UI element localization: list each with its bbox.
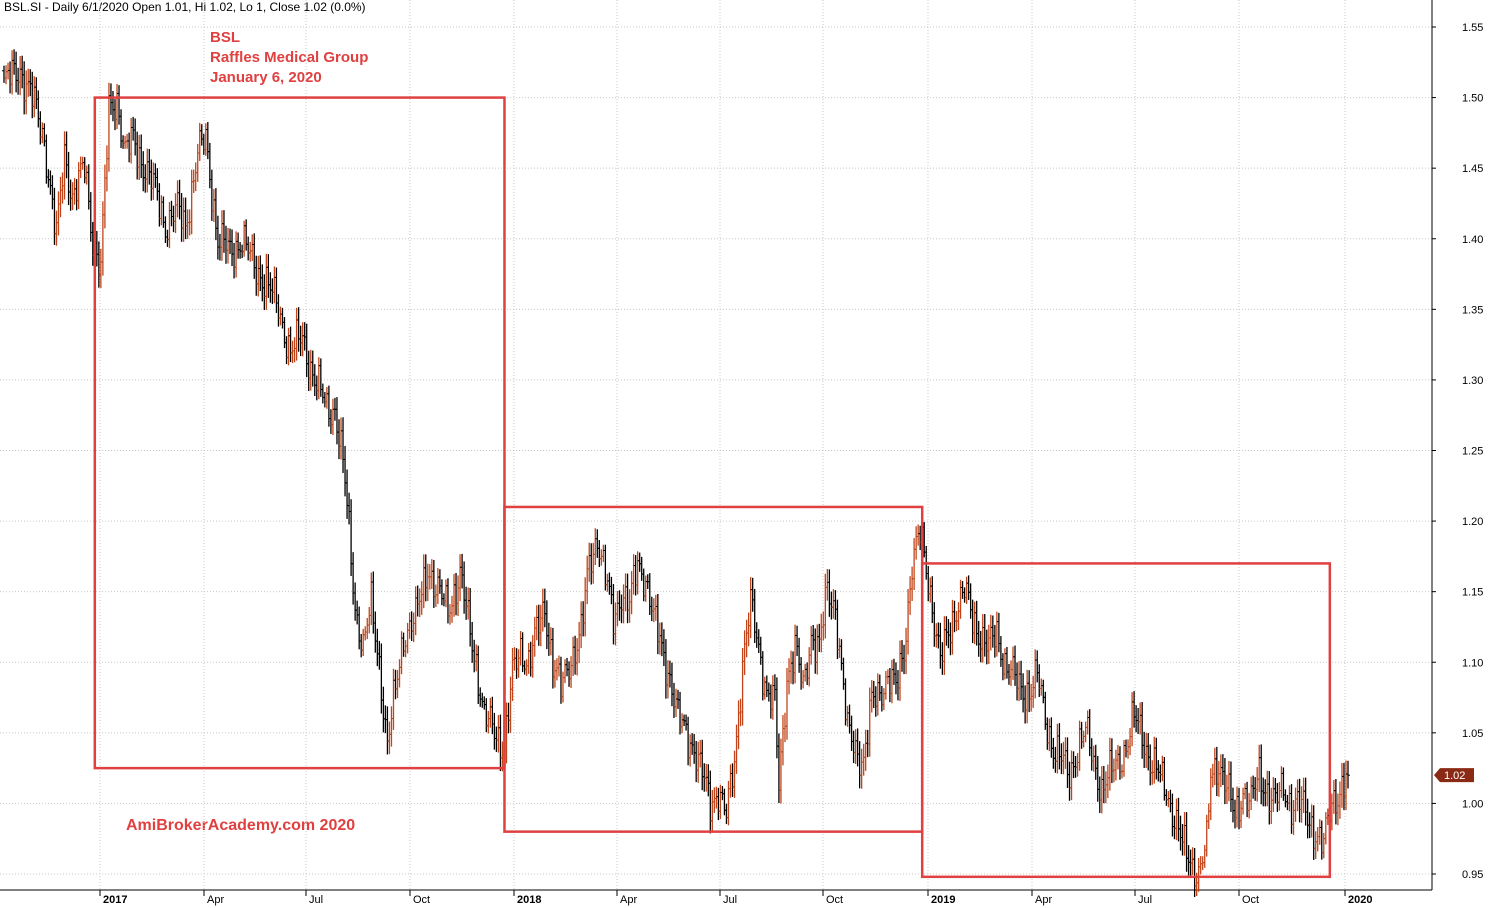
last-price-tag [1434, 768, 1474, 783]
y-tick-label: 1.35 [1462, 304, 1483, 316]
y-tick-label: 1.20 [1462, 516, 1483, 528]
annotation-block: BSL Raffles Medical Group January 6, 202… [210, 28, 368, 88]
x-tick-label: Oct [826, 894, 843, 906]
x-tick-label: Apr [207, 894, 224, 906]
range-box [920, 562, 1332, 879]
y-tick-label: 1.15 [1462, 587, 1483, 599]
x-tick-label: Apr [620, 894, 637, 906]
y-tick-label: 1.40 [1462, 234, 1483, 246]
x-tick-label: 2018 [517, 894, 541, 906]
y-tick-label: 1.25 [1462, 446, 1483, 458]
x-tick-label: Jul [723, 894, 737, 906]
annotation-company: Raffles Medical Group [210, 49, 369, 66]
x-tick-label: 2017 [103, 894, 127, 906]
x-tick-label: 2019 [931, 894, 955, 906]
y-tick-label: 1.05 [1462, 728, 1483, 740]
x-tick-label: Jul [1138, 894, 1152, 906]
x-tick-label: Apr [1035, 894, 1052, 906]
y-tick-label: 1.50 [1462, 93, 1483, 105]
last-price-label: 1.02 [1444, 770, 1465, 782]
annotation-ticker: BSL [210, 29, 240, 46]
y-tick-label: 1.00 [1462, 798, 1483, 810]
y-tick-label: 1.10 [1462, 657, 1483, 669]
x-tick-label: Jul [309, 894, 323, 906]
x-tick-label: Oct [413, 894, 430, 906]
x-tick-label: 2020 [1348, 894, 1372, 906]
y-tick-label: 0.95 [1462, 869, 1483, 881]
x-tick-label: Oct [1242, 894, 1259, 906]
annotation-date: January 6, 2020 [210, 69, 322, 86]
chart-header: BSL.SI - Daily 6/1/2020 Open 1.01, Hi 1.… [4, 0, 366, 14]
y-tick-label: 1.55 [1462, 22, 1483, 34]
watermark: AmiBrokerAcademy.com 2020 [126, 817, 356, 834]
y-tick-label: 1.45 [1462, 163, 1483, 175]
range-box [93, 96, 506, 770]
y-tick-label: 1.30 [1462, 375, 1483, 387]
